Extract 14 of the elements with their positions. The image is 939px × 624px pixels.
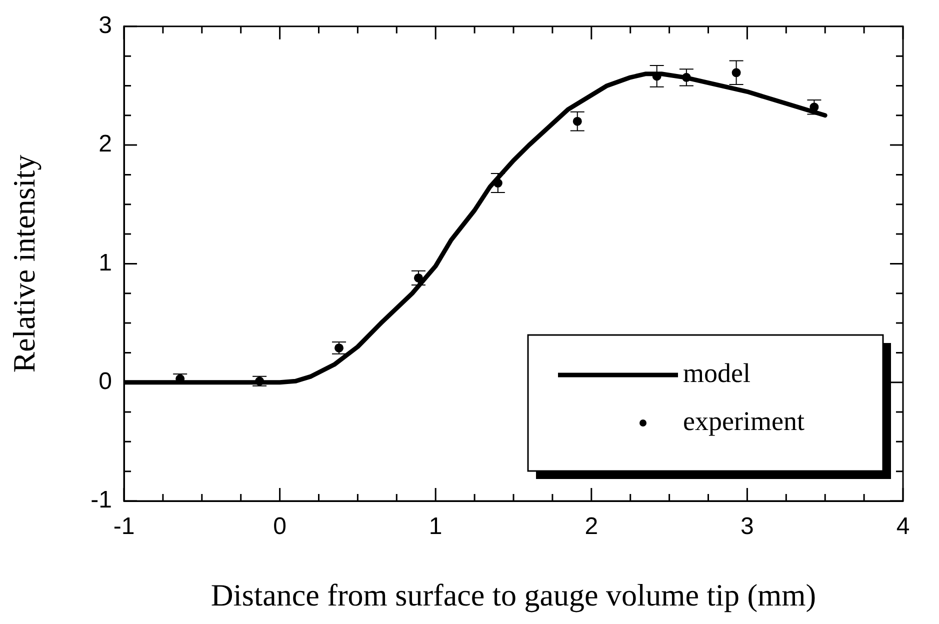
x-axis-title: Distance from surface to gauge volume tip (mm): [210, 578, 816, 613]
y-tick-label: 0: [98, 368, 112, 395]
x-tick-label: 2: [584, 513, 598, 540]
x-tick-label: 3: [740, 513, 754, 540]
legend-label: model: [683, 358, 750, 388]
x-tick-label: 4: [896, 513, 910, 540]
y-tick-label: 3: [98, 12, 112, 40]
y-axis-title: Relative intensity: [6, 154, 42, 373]
y-tick-label: -1: [90, 486, 112, 514]
x-tick-label: 1: [428, 513, 442, 540]
y-tick-label: 1: [98, 249, 112, 276]
y-tick-label: 2: [98, 130, 112, 158]
legend-label: experiment: [683, 406, 805, 436]
x-tick-label: 0: [273, 513, 286, 540]
